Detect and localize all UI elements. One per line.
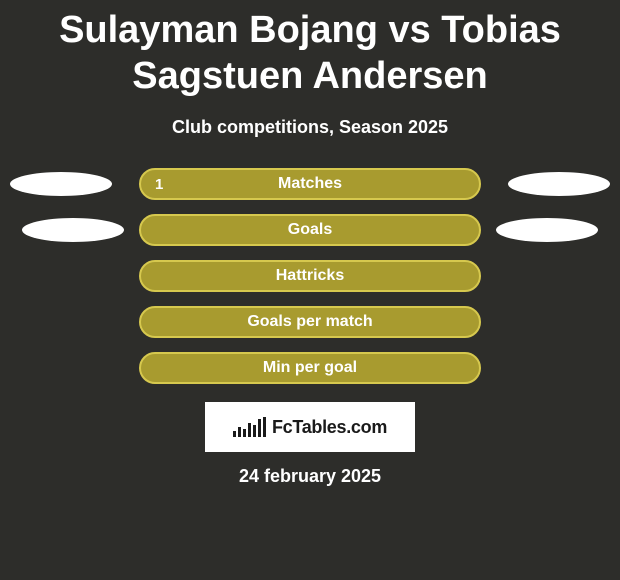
logo-text: FcTables.com [272, 417, 387, 438]
page-title: Sulayman Bojang vs Tobias Sagstuen Ander… [0, 0, 620, 99]
logo-bars-icon [233, 417, 266, 437]
left-ellipse [10, 172, 112, 196]
subtitle: Club competitions, Season 2025 [0, 117, 620, 138]
right-ellipse [508, 172, 610, 196]
stat-bar: Goals per match [139, 306, 481, 338]
stat-label: Min per goal [263, 359, 357, 377]
logo-bar-segment [238, 427, 241, 437]
stat-bar: Hattricks [139, 260, 481, 292]
stat-row: Min per goal [10, 352, 610, 384]
stat-row: Goals [10, 214, 610, 246]
stat-bar: Min per goal [139, 352, 481, 384]
stat-label: Hattricks [276, 267, 344, 285]
stat-tick: 1 [155, 176, 163, 193]
logo: FcTables.com [205, 402, 415, 452]
stats-rows: 1 Matches Goals Hattricks Goals per match Min… [0, 168, 620, 384]
left-ellipse [22, 218, 124, 242]
right-ellipse [496, 218, 598, 242]
stat-label: Matches [278, 175, 342, 193]
logo-bar-segment [258, 419, 261, 437]
stat-row: Goals per match [10, 306, 610, 338]
stat-bar: 1 Matches [139, 168, 481, 200]
logo-bar-segment [253, 425, 256, 437]
stat-bar: Goals [139, 214, 481, 246]
logo-bar-segment [248, 423, 251, 437]
logo-bar-segment [263, 417, 266, 437]
stat-label: Goals per match [247, 313, 372, 331]
stat-row: 1 Matches [10, 168, 610, 200]
stat-row: Hattricks [10, 260, 610, 292]
logo-bar-segment [243, 429, 246, 437]
stat-label: Goals [288, 221, 332, 239]
date-text: 24 february 2025 [0, 466, 620, 487]
logo-bar-segment [233, 431, 236, 437]
